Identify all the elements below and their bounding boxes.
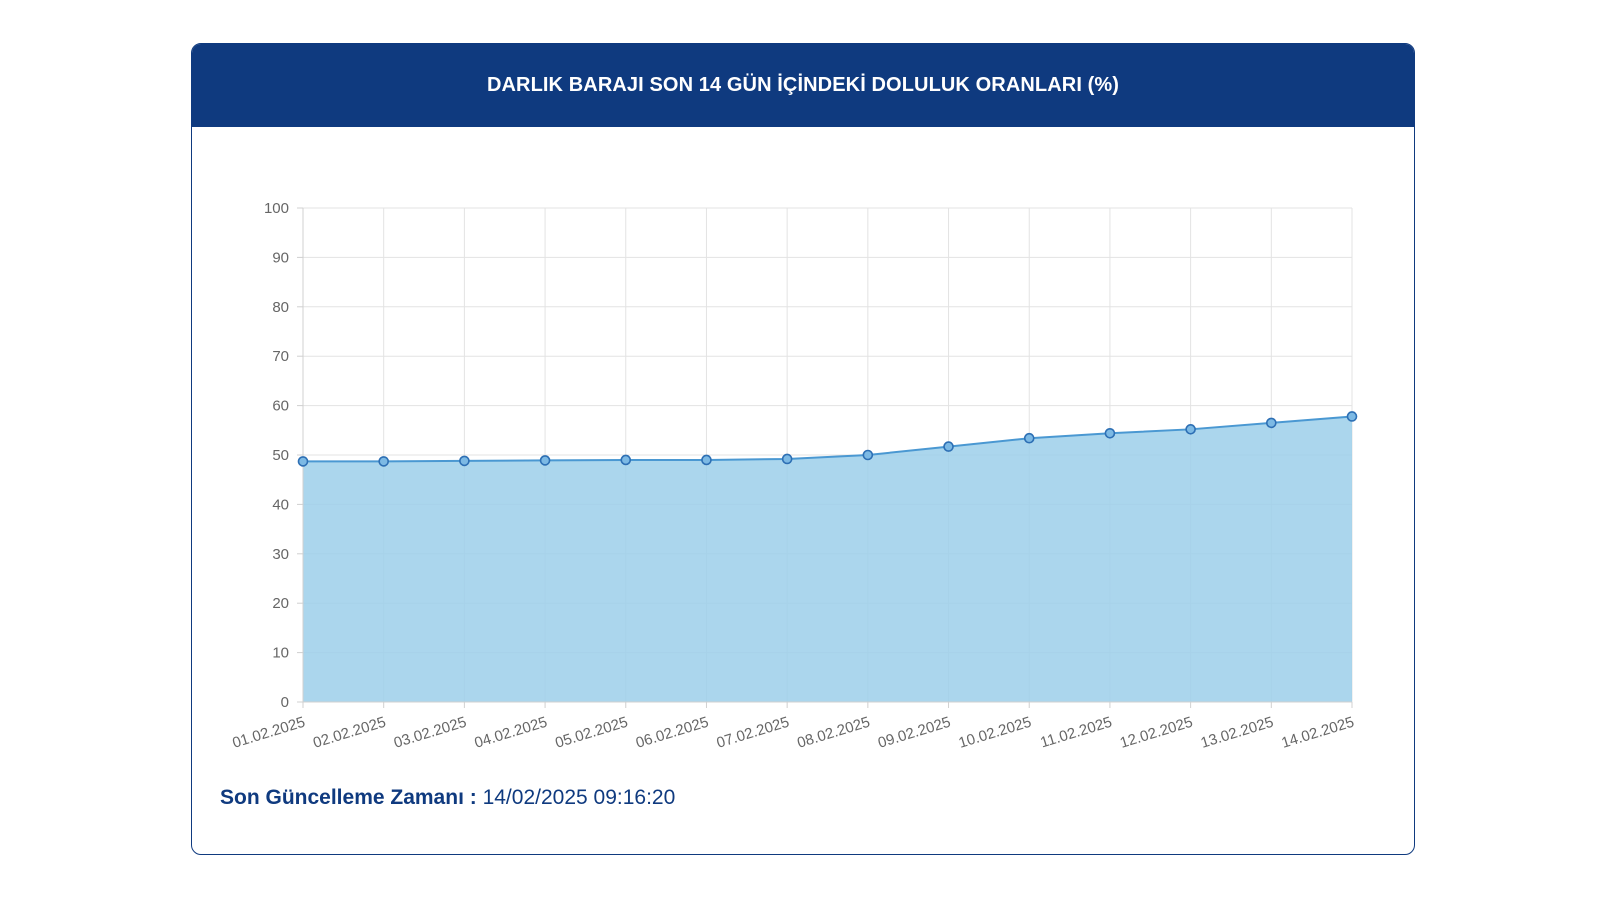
- data-point: [701, 454, 712, 466]
- last-update-value: 14/02/2025 09:16:20: [482, 786, 676, 809]
- x-tick-label: 06.02.2025: [634, 714, 711, 752]
- x-tick-label: 02.02.2025: [311, 714, 388, 752]
- y-tick-label: 90: [272, 249, 289, 266]
- y-tick-label: 40: [272, 496, 289, 513]
- x-tick-label: 03.02.2025: [392, 714, 469, 752]
- y-tick-label: 10: [272, 645, 289, 662]
- x-tick-label: 11.02.2025: [1038, 714, 1114, 752]
- x-tick-label: 14.02.2025: [1279, 714, 1356, 752]
- data-point: [297, 456, 309, 467]
- x-tick-label: 08.02.2025: [795, 714, 872, 752]
- x-tick-label: 04.02.2025: [472, 714, 549, 752]
- data-point: [1266, 417, 1277, 429]
- data-point: [1104, 427, 1116, 439]
- x-tick-label: 13.02.2025: [1199, 714, 1276, 752]
- x-tick-label: 10.02.2025: [957, 714, 1034, 752]
- y-tick-label: 80: [272, 299, 289, 316]
- chart-title: DARLIK BARAJI SON 14 GÜN İÇİNDEKİ DOLULU…: [486, 74, 1120, 96]
- y-tick-label: 100: [264, 200, 289, 217]
- data-point: [378, 456, 389, 467]
- data-point: [459, 455, 470, 467]
- last-update: Son Güncelleme Zamanı : 14/02/2025 09:16…: [220, 786, 675, 810]
- card-header: DARLIK BARAJI SON 14 GÜN İÇİNDEKİ DOLULU…: [192, 44, 1414, 127]
- x-tick-label: 09.02.2025: [876, 714, 953, 752]
- data-point: [539, 455, 551, 466]
- data-point: [1346, 411, 1358, 422]
- y-tick-label: 30: [272, 546, 289, 563]
- y-tick-label: 20: [272, 595, 289, 612]
- data-point: [1185, 424, 1196, 435]
- chart-area: 0 10 20 30 40 50 60 70 80 90 100 01.02.2025 02.02.20…: [192, 127, 1414, 787]
- y-tick-label: 60: [272, 398, 289, 415]
- y-tick-label: 70: [272, 348, 289, 365]
- series-area: [303, 416, 1352, 702]
- data-point: [943, 441, 954, 452]
- data-point: [781, 453, 793, 465]
- data-point: [862, 449, 874, 461]
- y-tick-label: 50: [272, 447, 289, 464]
- last-update-label: Son Güncelleme Zamanı :: [220, 786, 477, 809]
- occupancy-area-chart: 0 10 20 30 40 50 60 70 80 90 100 01.02.2025 02.02.20…: [230, 200, 1358, 752]
- data-point: [620, 454, 632, 466]
- x-tick-label: 01.02.2025: [230, 714, 307, 752]
- x-tick-label: 12.02.2025: [1118, 714, 1195, 752]
- x-tick-label: 05.02.2025: [553, 714, 630, 752]
- y-tick-label: 0: [281, 694, 289, 711]
- data-point: [1023, 432, 1035, 444]
- dam-chart-card: DARLIK BARAJI SON 14 GÜN İÇİNDEKİ DOLULU…: [191, 43, 1415, 855]
- x-tick-label: 07.02.2025: [715, 714, 792, 752]
- series-line: [303, 415, 1353, 463]
